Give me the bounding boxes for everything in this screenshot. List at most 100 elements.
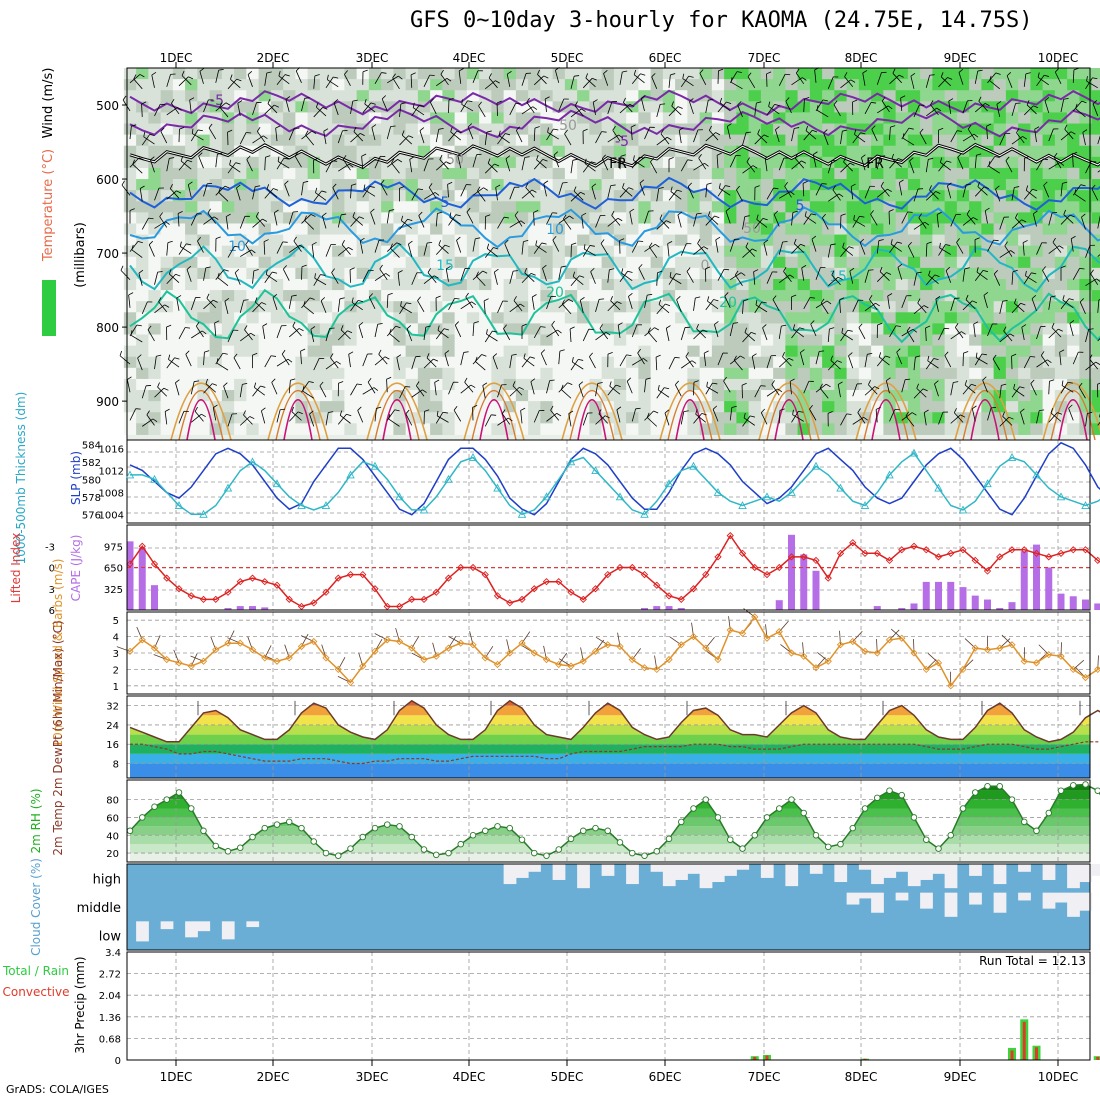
wind-barb-flag (568, 410, 574, 414)
wind-barb (603, 73, 609, 86)
rh-cell (589, 367, 603, 380)
wind-barb (909, 160, 915, 174)
rh-cell (993, 101, 1007, 113)
date-label-top: 8DEC (845, 51, 878, 65)
rh-cell (552, 334, 566, 347)
wind-barb-flag (255, 212, 259, 217)
rh-cell (356, 290, 370, 302)
rh-cell (258, 367, 272, 380)
rh-cell (393, 156, 407, 169)
wind-barb-flag (244, 325, 248, 330)
wind-barb-flag (880, 181, 884, 187)
rh-cell (626, 334, 639, 347)
rh-cell (748, 256, 762, 269)
wind-barb-flag (129, 208, 135, 211)
wind-barb-flag (491, 414, 497, 416)
wind-barb-flag (934, 274, 940, 277)
rh-cell (283, 345, 296, 358)
rh-cell (221, 334, 235, 347)
rh-cell (258, 223, 272, 236)
rh-cell (246, 212, 260, 224)
rh-cell (185, 90, 198, 102)
rh-cell (160, 423, 174, 435)
rh-cell (136, 356, 149, 369)
wind-barb (644, 410, 654, 421)
rh-cell (515, 412, 529, 424)
wind-barb-flag (878, 352, 882, 358)
rh-cell (773, 323, 786, 336)
rh-cell (809, 401, 823, 413)
rh-cell (123, 101, 137, 113)
rh-cell (1018, 201, 1031, 213)
rh-cell (760, 301, 774, 313)
rh-cell (503, 212, 517, 224)
rh-cell (662, 90, 676, 102)
rh-cell (148, 190, 162, 202)
rh-cell (136, 68, 149, 80)
wind-barb-flag (928, 157, 934, 160)
rh-cell (822, 378, 835, 391)
rh-cell (858, 290, 872, 302)
wind-barb (137, 357, 143, 371)
wind-barb-flag (676, 296, 681, 301)
rh-cell (1079, 190, 1093, 202)
rh-cell (466, 101, 480, 113)
date-label-bottom: 9DEC (944, 1070, 977, 1084)
rh-cell (1042, 79, 1056, 91)
wind-barb-flag (908, 127, 914, 130)
rh-cell (834, 390, 848, 402)
rh-cell (724, 323, 737, 336)
rh-cell (981, 223, 995, 236)
wind-barb (214, 322, 217, 337)
rh-cell (638, 290, 652, 302)
rh-cell (430, 390, 443, 402)
rh-cell (148, 90, 162, 102)
rh-cell (258, 345, 272, 358)
rh-cell (699, 179, 713, 191)
rh-cell (871, 101, 884, 113)
rh-cell (344, 234, 358, 247)
wind-barb (154, 356, 157, 370)
rh-cell (270, 401, 284, 413)
rh-cell (944, 123, 958, 136)
wind-barb-flag (427, 241, 433, 244)
rh-cell (589, 90, 603, 102)
rh-cell (442, 412, 456, 424)
rh-cell (601, 323, 615, 336)
rh-cell (295, 212, 309, 224)
rh-cell (932, 312, 946, 324)
wind-barb-flag (733, 355, 737, 361)
rh-cell (895, 378, 909, 391)
rh-cell (773, 256, 786, 269)
wind-barb-flag (751, 331, 757, 335)
rh-cell (209, 79, 223, 91)
wind-barb-flag (389, 328, 392, 334)
rh-cell (454, 278, 468, 291)
wind-barb (460, 352, 465, 366)
rh-cell (760, 378, 774, 391)
rh-cell (711, 267, 725, 280)
wind-barb-flag (919, 128, 924, 133)
rh-cell (785, 334, 799, 347)
rh-cell (895, 356, 909, 369)
wind-barb-flag (412, 102, 415, 108)
rh-cell (699, 212, 713, 224)
rh-cell (1042, 290, 1056, 302)
wind-barb (233, 357, 241, 370)
wind-barb-flag (887, 293, 893, 297)
wind-barb (484, 80, 496, 90)
wind-barb (794, 158, 805, 169)
rh-cell (381, 278, 394, 291)
wind-barb (141, 301, 148, 315)
rh-cell (1054, 201, 1068, 213)
rh-cell (1067, 390, 1080, 402)
wind-barb-flag (737, 101, 742, 106)
rh-cell (638, 234, 652, 247)
wind-barb-flag (831, 270, 835, 276)
wind-barb-flag (657, 385, 660, 391)
rh-cell (356, 356, 370, 369)
rh-cell (760, 201, 774, 213)
wind-barb-flag (504, 239, 509, 244)
rh-cell (564, 278, 578, 291)
rh-cell (944, 134, 958, 147)
